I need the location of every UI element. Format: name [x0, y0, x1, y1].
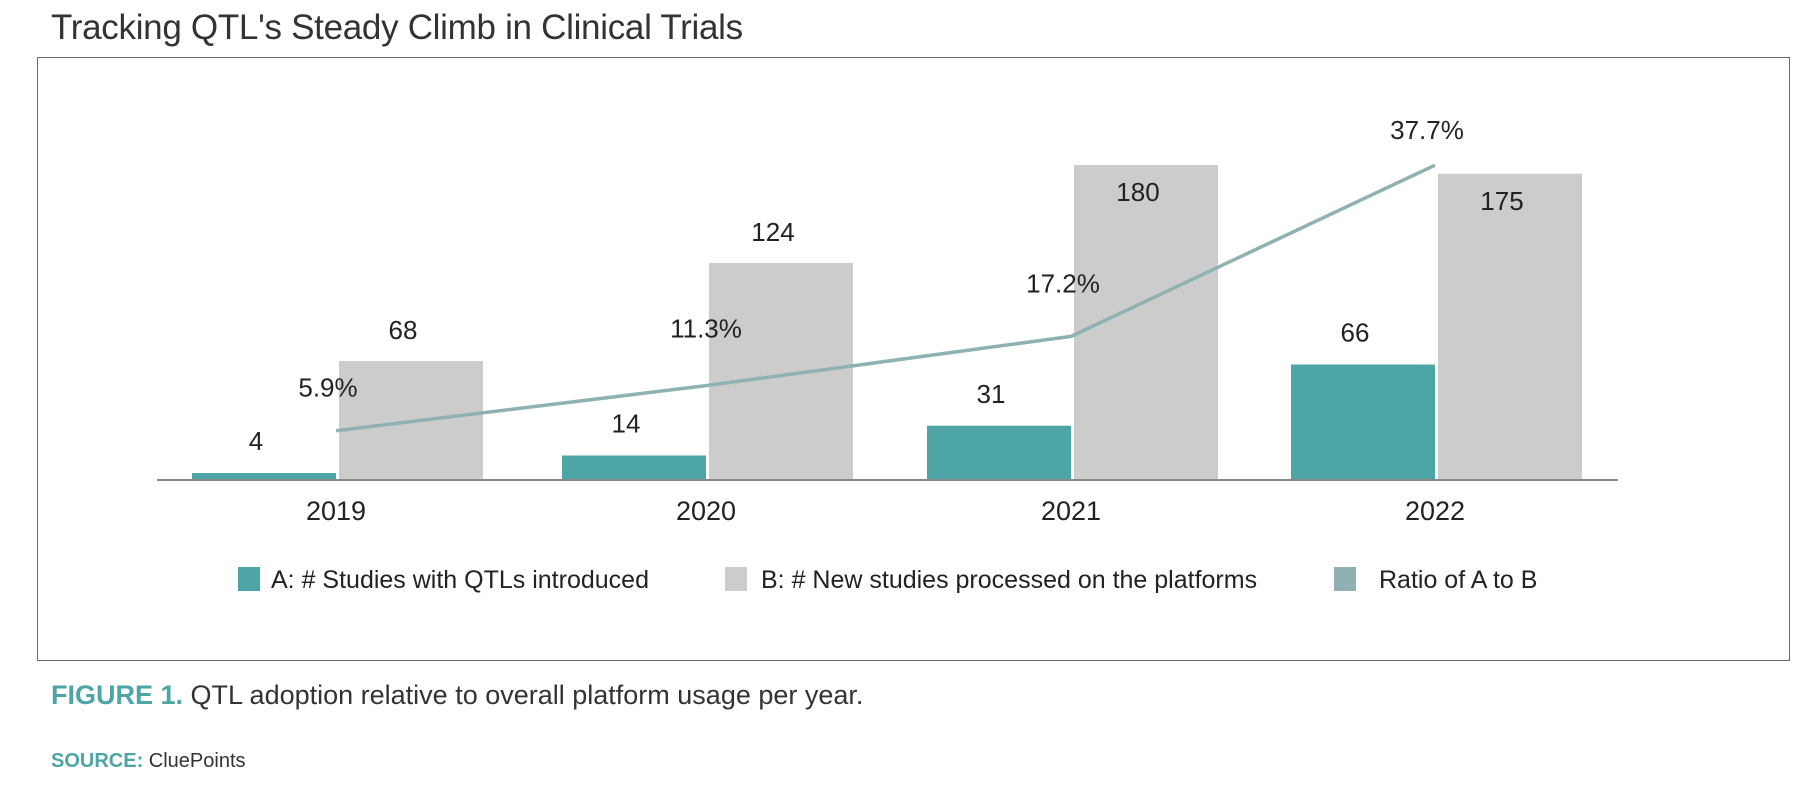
label-b-2020: 124 [751, 217, 794, 247]
x-tick-2020: 2020 [676, 496, 736, 526]
label-ratio-2020: 11.3% [670, 314, 742, 344]
source-text: CluePoints [148, 750, 246, 772]
bar-b-2020 [709, 263, 853, 480]
source-note: SOURCE: CluePoints [51, 750, 246, 773]
bar-a-2021 [927, 425, 1071, 480]
legend-item-a-swatch [238, 567, 260, 591]
bar-a-2019 [192, 473, 336, 480]
chart-title: Tracking QTL's Steady Climb in Clinical … [51, 8, 743, 47]
legend-item-ratio-label: Ratio of A to B [1379, 566, 1537, 594]
label-b-2021: 180 [1116, 177, 1159, 207]
bar-a-2022 [1291, 364, 1435, 480]
label-b-2022: 175 [1480, 186, 1523, 216]
caption-text: QTL adoption relative to overall platfor… [190, 680, 864, 710]
x-tick-labels: 2019 2020 2021 2022 [306, 496, 1465, 526]
label-a-2021: 31 [977, 379, 1006, 409]
label-b-2019: 68 [389, 315, 418, 345]
caption-label: FIGURE 1. [51, 680, 184, 710]
source-label: SOURCE: [51, 750, 144, 772]
x-tick-2019: 2019 [306, 496, 366, 526]
legend-item-b-swatch [725, 567, 747, 591]
bar-a-2020 [562, 455, 706, 480]
label-a-2019: 4 [249, 426, 263, 456]
legend-item-b-label: B: # New studies processed on the platfo… [761, 566, 1257, 594]
label-ratio-2021: 17.2% [1026, 268, 1100, 298]
bar-b-2022 [1438, 173, 1582, 480]
label-ratio-2019: 5.9% [298, 373, 357, 403]
series-a-bars [192, 364, 1435, 480]
chart-frame [37, 57, 1790, 661]
ratio-line-group [335, 163, 1436, 433]
x-tick-2021: 2021 [1041, 496, 1101, 526]
legend-item-ratio-swatch [1334, 567, 1356, 591]
x-tick-2022: 2022 [1405, 496, 1465, 526]
label-a-2020: 14 [612, 409, 641, 439]
bar-b-2021 [1074, 165, 1218, 480]
ratio-line [335, 163, 1436, 433]
figure-caption: FIGURE 1. QTL adoption relative to overa… [51, 680, 863, 711]
legend: A: # Studies with QTLs introduced B: # Ne… [238, 566, 1537, 594]
label-a-2022: 66 [1341, 318, 1370, 348]
label-ratio-2022: 37.7% [1390, 115, 1464, 145]
legend-item-a-label: A: # Studies with QTLs introduced [271, 566, 649, 594]
data-labels: 4 68 14 124 31 180 66 175 5.9% 11.3% 17.2% 37.7% [249, 115, 1524, 456]
